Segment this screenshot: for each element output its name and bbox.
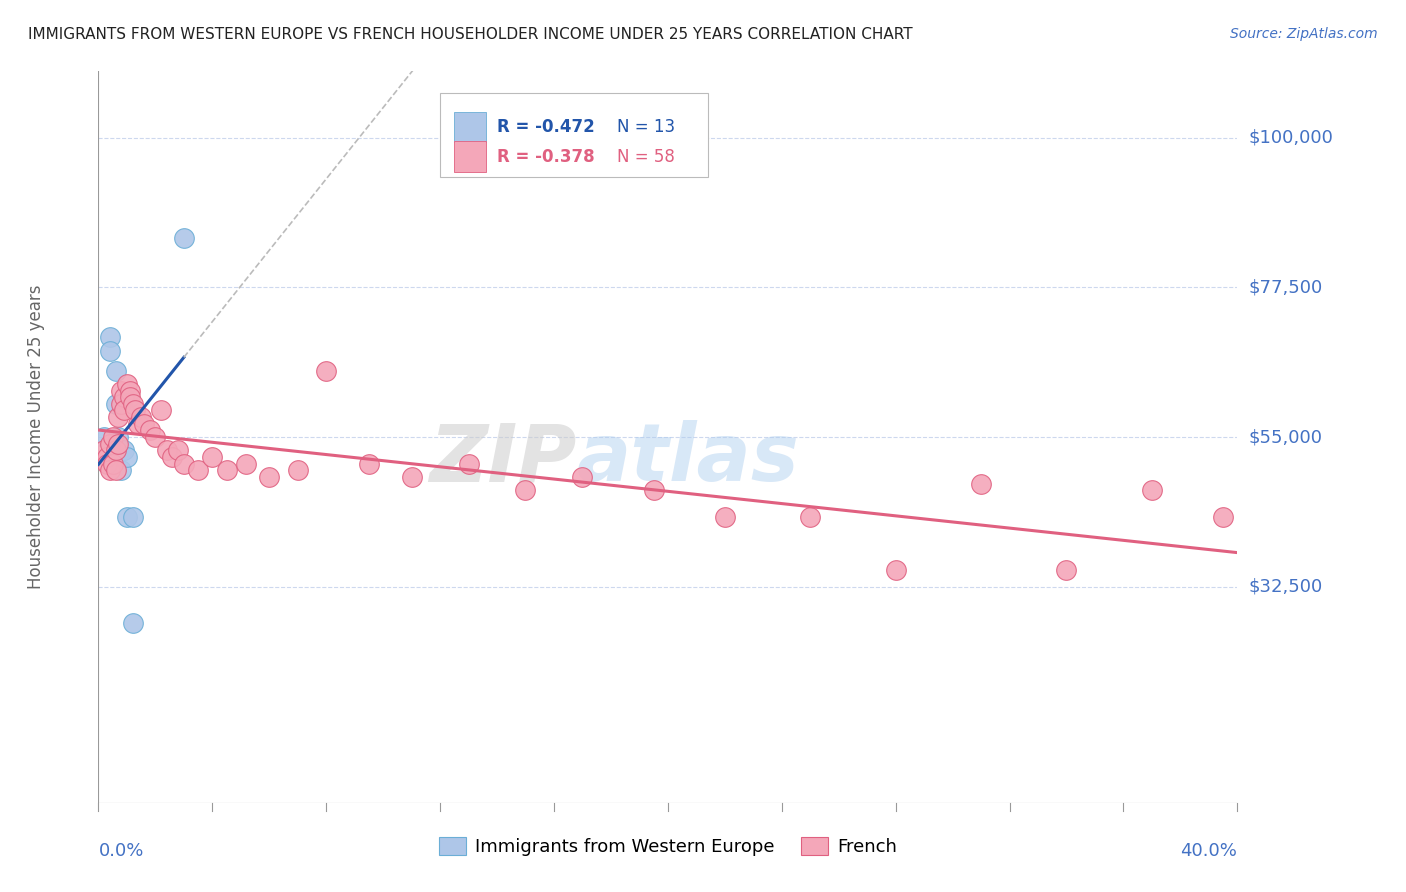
- Point: [96, 457, 118, 471]
- Point: [118, 390, 141, 404]
- Point: [121, 397, 143, 411]
- Point: [112, 403, 135, 417]
- Point: [145, 430, 167, 444]
- FancyBboxPatch shape: [440, 94, 707, 178]
- Point: [259, 470, 281, 484]
- Point: [93, 443, 115, 458]
- Point: [287, 463, 309, 477]
- Point: [98, 330, 121, 344]
- Text: $55,000: $55,000: [1249, 428, 1323, 446]
- Point: [401, 470, 423, 484]
- Bar: [454, 141, 485, 172]
- Point: [187, 463, 209, 477]
- Point: [571, 470, 593, 484]
- Text: N = 58: N = 58: [617, 147, 675, 166]
- Bar: [454, 112, 485, 143]
- Point: [98, 463, 121, 477]
- Point: [167, 443, 190, 458]
- Point: [129, 410, 152, 425]
- Point: [1140, 483, 1163, 498]
- Point: [124, 403, 146, 417]
- Point: [215, 463, 238, 477]
- Text: IMMIGRANTS FROM WESTERN EUROPE VS FRENCH HOUSEHOLDER INCOME UNDER 25 YEARS CORRE: IMMIGRANTS FROM WESTERN EUROPE VS FRENCH…: [28, 27, 912, 42]
- Point: [150, 403, 173, 417]
- Point: [799, 509, 821, 524]
- Point: [115, 509, 138, 524]
- Point: [98, 343, 121, 358]
- Text: ZIP: ZIP: [429, 420, 576, 498]
- Text: Source: ZipAtlas.com: Source: ZipAtlas.com: [1230, 27, 1378, 41]
- Point: [93, 430, 115, 444]
- Point: [107, 436, 129, 450]
- Point: [1268, 576, 1291, 591]
- Point: [156, 443, 179, 458]
- Point: [98, 436, 121, 450]
- Point: [357, 457, 380, 471]
- Text: 0.0%: 0.0%: [98, 842, 143, 860]
- Point: [101, 457, 124, 471]
- Point: [1212, 509, 1234, 524]
- Point: [115, 376, 138, 391]
- Point: [115, 450, 138, 464]
- Text: 40.0%: 40.0%: [1181, 842, 1237, 860]
- Point: [970, 476, 993, 491]
- Text: atlas: atlas: [576, 420, 800, 498]
- Point: [457, 457, 479, 471]
- Point: [643, 483, 665, 498]
- Point: [107, 430, 129, 444]
- Text: $100,000: $100,000: [1249, 128, 1333, 147]
- Point: [104, 463, 127, 477]
- Point: [110, 384, 132, 398]
- Text: N = 13: N = 13: [617, 118, 675, 136]
- Point: [96, 450, 118, 464]
- Point: [138, 424, 160, 438]
- Point: [127, 417, 149, 431]
- Point: [173, 230, 195, 244]
- Point: [235, 457, 257, 471]
- Point: [162, 450, 184, 464]
- Point: [173, 457, 195, 471]
- Point: [714, 509, 737, 524]
- Point: [132, 417, 155, 431]
- Text: R = -0.472: R = -0.472: [498, 118, 595, 136]
- Point: [118, 384, 141, 398]
- Point: [104, 397, 127, 411]
- Point: [201, 450, 224, 464]
- Point: [515, 483, 537, 498]
- Point: [112, 390, 135, 404]
- Point: [884, 563, 907, 577]
- Point: [107, 410, 129, 425]
- Text: Householder Income Under 25 years: Householder Income Under 25 years: [27, 285, 45, 590]
- Legend: Immigrants from Western Europe, French: Immigrants from Western Europe, French: [432, 830, 904, 863]
- Point: [121, 616, 143, 631]
- Point: [110, 397, 132, 411]
- Text: $32,500: $32,500: [1249, 578, 1323, 596]
- Text: $77,500: $77,500: [1249, 278, 1323, 296]
- Point: [1056, 563, 1078, 577]
- Point: [104, 363, 127, 377]
- Point: [101, 430, 124, 444]
- Point: [112, 443, 135, 458]
- Point: [315, 363, 337, 377]
- Point: [121, 509, 143, 524]
- Point: [110, 463, 132, 477]
- Point: [104, 443, 127, 458]
- Text: R = -0.378: R = -0.378: [498, 147, 595, 166]
